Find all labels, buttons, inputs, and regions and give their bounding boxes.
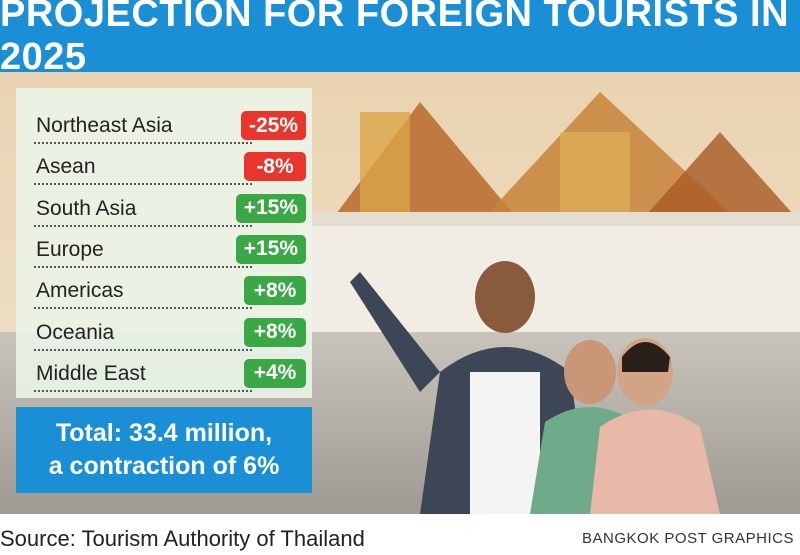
dotted-divider	[34, 183, 252, 186]
dotted-divider	[34, 348, 252, 351]
total-line-2: a contraction of 6%	[48, 452, 280, 480]
total-box: Total: 33.4 million, a contraction of 6%	[16, 407, 312, 493]
page-title: PROJECTION FOR FOREIGN TOURISTS IN 2025	[0, 0, 800, 78]
region-label: Asean	[36, 155, 96, 179]
dotted-divider	[34, 307, 252, 310]
region-label: South Asia	[36, 196, 137, 220]
region-label: Middle East	[36, 361, 146, 385]
change-badge: -25%	[240, 111, 306, 140]
region-label: Northeast Asia	[36, 114, 173, 137]
table-row: Asean -8%	[20, 147, 312, 188]
table-row: Oceania +8%	[20, 313, 312, 354]
table-row: Middle East +4%	[20, 354, 312, 395]
change-badge: +4%	[244, 358, 306, 388]
change-badge: -8%	[244, 152, 306, 182]
dotted-divider	[34, 224, 252, 227]
change-badge: +15%	[235, 234, 306, 264]
region-label: Americas	[36, 279, 124, 303]
change-badge: +15%	[235, 193, 306, 223]
table-row: Northeast Asia -25%	[20, 106, 312, 147]
change-badge: +8%	[244, 317, 306, 347]
source-note: Source: Tourism Authority of Thailand	[0, 526, 365, 551]
change-badge: +8%	[244, 276, 306, 306]
region-label: Europe	[36, 237, 104, 261]
graphics-credit: BANGKOK POST GRAPHICS	[582, 530, 794, 547]
dotted-divider	[34, 389, 252, 392]
region-label: Oceania	[36, 320, 115, 344]
table-row: Europe +15%	[20, 230, 312, 271]
total-line-1: Total: 33.4 million,	[55, 419, 273, 447]
table-row: South Asia +15%	[20, 189, 312, 230]
table-row: Americas +8%	[20, 271, 312, 312]
dotted-divider	[34, 265, 252, 268]
dotted-divider	[34, 142, 252, 144]
